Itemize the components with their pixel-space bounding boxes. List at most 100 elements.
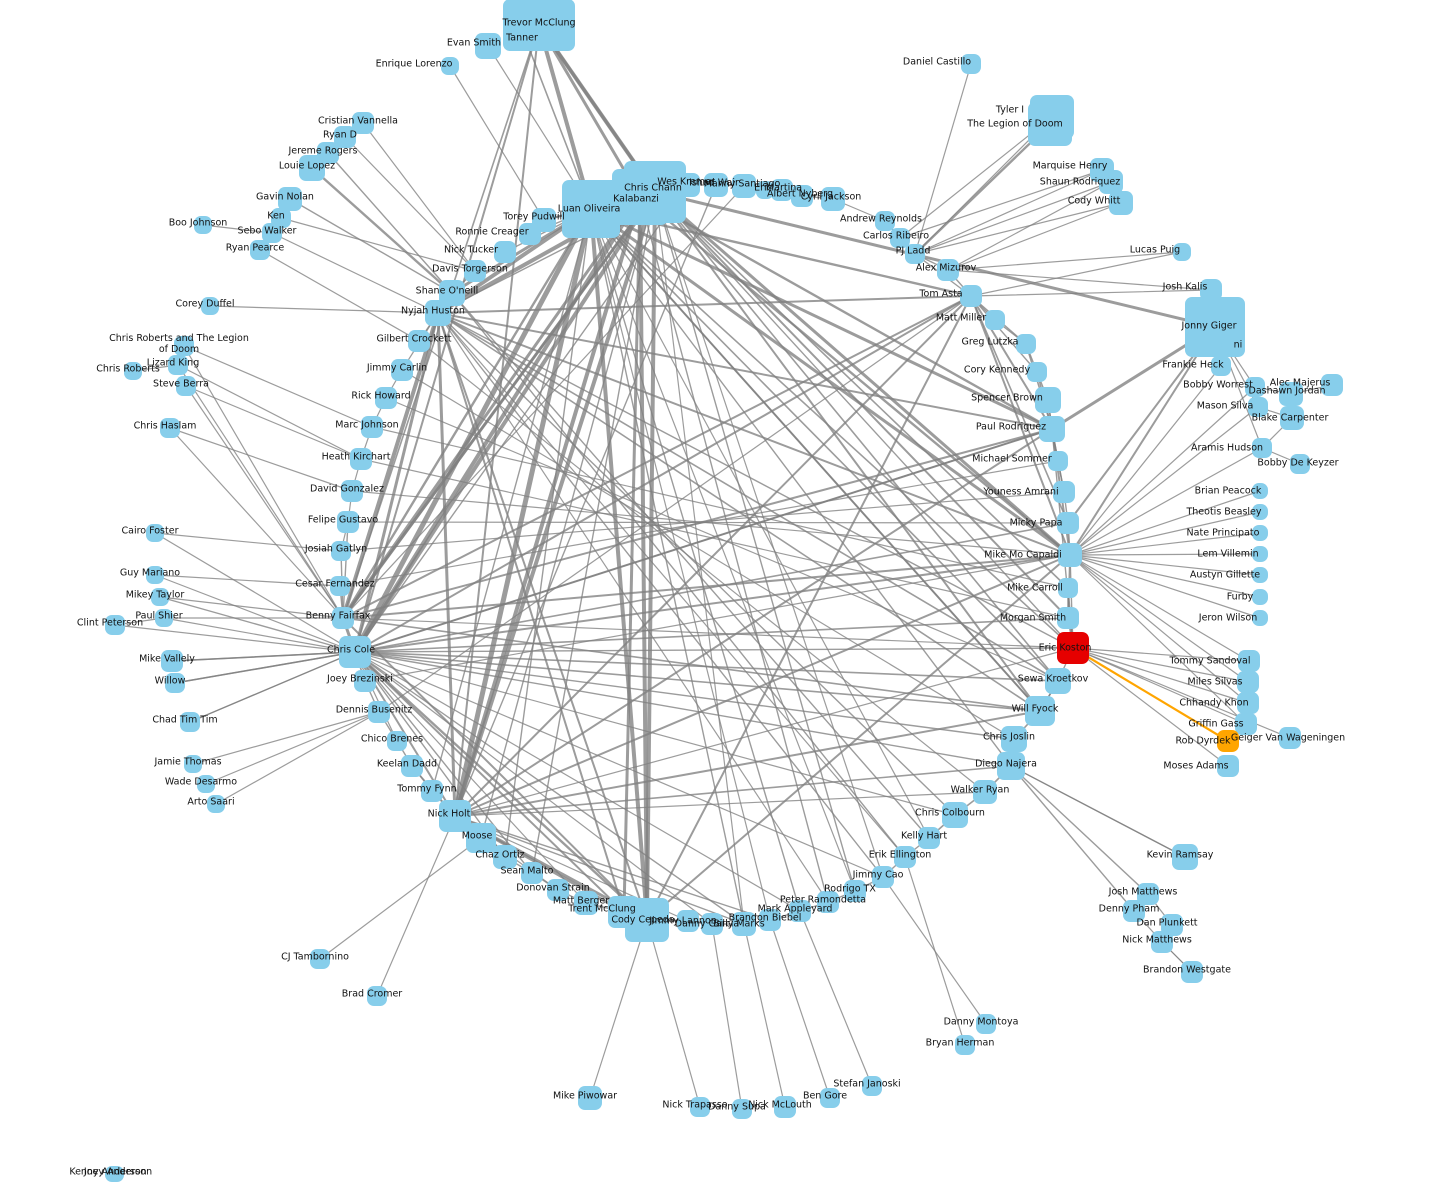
graph-node[interactable] (1161, 914, 1183, 936)
graph-node[interactable] (817, 891, 839, 913)
graph-node[interactable] (973, 780, 997, 804)
graph-node[interactable] (1016, 334, 1036, 354)
graph-node[interactable] (197, 775, 215, 793)
graph-node[interactable] (1252, 438, 1272, 458)
graph-node[interactable] (704, 173, 728, 197)
graph-node[interactable] (105, 615, 125, 635)
graph-node[interactable] (1099, 170, 1123, 194)
graph-node[interactable] (574, 891, 598, 915)
graph-node[interactable] (690, 1097, 710, 1117)
graph-node[interactable] (151, 588, 169, 606)
graph-node[interactable] (1172, 844, 1198, 870)
graph-node[interactable] (1321, 374, 1343, 396)
graph-node[interactable] (677, 910, 699, 932)
graph-node[interactable] (184, 755, 202, 773)
graph-node[interactable] (985, 310, 1005, 330)
graph-node[interactable] (1280, 406, 1304, 430)
graph-node[interactable] (890, 228, 910, 248)
graph-node[interactable] (771, 179, 793, 201)
graph-node[interactable] (937, 259, 959, 281)
graph-node[interactable] (701, 913, 723, 935)
graph-node[interactable] (1045, 668, 1071, 694)
graph-node[interactable] (791, 185, 813, 207)
graph-node[interactable] (1238, 650, 1260, 672)
graph-node[interactable] (862, 1076, 882, 1096)
graph-node[interactable] (493, 845, 517, 869)
graph-node[interactable] (732, 174, 756, 198)
graph-node[interactable] (961, 54, 981, 74)
graph-node[interactable] (1245, 377, 1265, 397)
graph-node[interactable] (1252, 504, 1268, 520)
graph-node[interactable] (161, 650, 183, 672)
graph-node[interactable] (1035, 387, 1061, 413)
graph-node[interactable] (108, 1166, 124, 1182)
graph-node[interactable] (756, 181, 774, 199)
graph-node[interactable] (1123, 900, 1145, 922)
graph-node[interactable] (547, 879, 569, 901)
graph-node[interactable] (732, 912, 756, 936)
graph-node[interactable] (1053, 481, 1075, 503)
graph-node[interactable] (1221, 338, 1235, 352)
graph-node[interactable] (176, 376, 196, 396)
graph-node[interactable] (1200, 279, 1222, 301)
graph-node[interactable] (918, 827, 940, 849)
graph-node[interactable] (521, 862, 543, 884)
graph-node[interactable] (439, 800, 471, 832)
graph-node[interactable] (789, 900, 811, 922)
graph-node[interactable] (844, 880, 866, 902)
graph-node[interactable] (820, 1088, 840, 1108)
graph-node[interactable] (1211, 356, 1231, 376)
graph-node[interactable] (1237, 692, 1259, 714)
graph-node[interactable] (1109, 191, 1133, 215)
graph-node[interactable] (1252, 546, 1268, 562)
graph-node[interactable] (625, 898, 669, 942)
graph-node[interactable] (361, 416, 383, 438)
graph-node[interactable] (1039, 416, 1065, 442)
graph-node[interactable] (997, 752, 1025, 780)
graph-node[interactable] (732, 1099, 752, 1119)
graph-node[interactable] (262, 223, 282, 243)
graph-node[interactable] (146, 566, 164, 584)
graph-node[interactable] (317, 142, 339, 164)
graph-node[interactable] (759, 909, 781, 931)
graph-node[interactable] (367, 986, 387, 1006)
graph-node[interactable] (1279, 382, 1303, 406)
graph-node[interactable] (310, 949, 330, 969)
graph-node[interactable] (1248, 397, 1268, 417)
graph-node[interactable] (612, 169, 668, 225)
graph-node[interactable] (401, 755, 423, 777)
graph-node[interactable] (194, 216, 212, 234)
graph-node[interactable] (1058, 543, 1082, 567)
graph-node[interactable] (250, 240, 270, 260)
graph-node[interactable] (271, 208, 291, 228)
graph-node[interactable] (1057, 607, 1079, 629)
graph-node[interactable] (562, 180, 620, 238)
graph-node[interactable] (894, 846, 916, 868)
graph-node[interactable] (494, 241, 516, 263)
graph-node[interactable] (441, 57, 459, 75)
graph-node[interactable] (1252, 589, 1268, 605)
graph-node[interactable] (1173, 243, 1191, 261)
graph-node[interactable] (1290, 454, 1310, 474)
graph-node[interactable] (201, 297, 219, 315)
graph-node[interactable] (174, 336, 194, 356)
graph-node[interactable] (1057, 512, 1079, 534)
graph-node[interactable] (334, 126, 356, 148)
graph-node[interactable] (976, 1014, 996, 1034)
graph-node[interactable] (466, 823, 496, 853)
graph-node[interactable] (821, 187, 845, 211)
graph-node[interactable] (519, 223, 541, 245)
graph-node[interactable] (1057, 632, 1089, 664)
graph-node[interactable] (352, 112, 374, 134)
graph-node[interactable] (207, 795, 225, 813)
graph-node[interactable] (578, 1086, 602, 1110)
graph-node[interactable] (774, 1096, 796, 1118)
graph-node[interactable] (1217, 755, 1239, 777)
graph-node[interactable] (425, 300, 451, 326)
graph-node[interactable] (955, 1035, 975, 1055)
graph-node[interactable] (368, 701, 390, 723)
graph-node[interactable] (408, 330, 430, 352)
graph-node[interactable] (341, 480, 363, 502)
